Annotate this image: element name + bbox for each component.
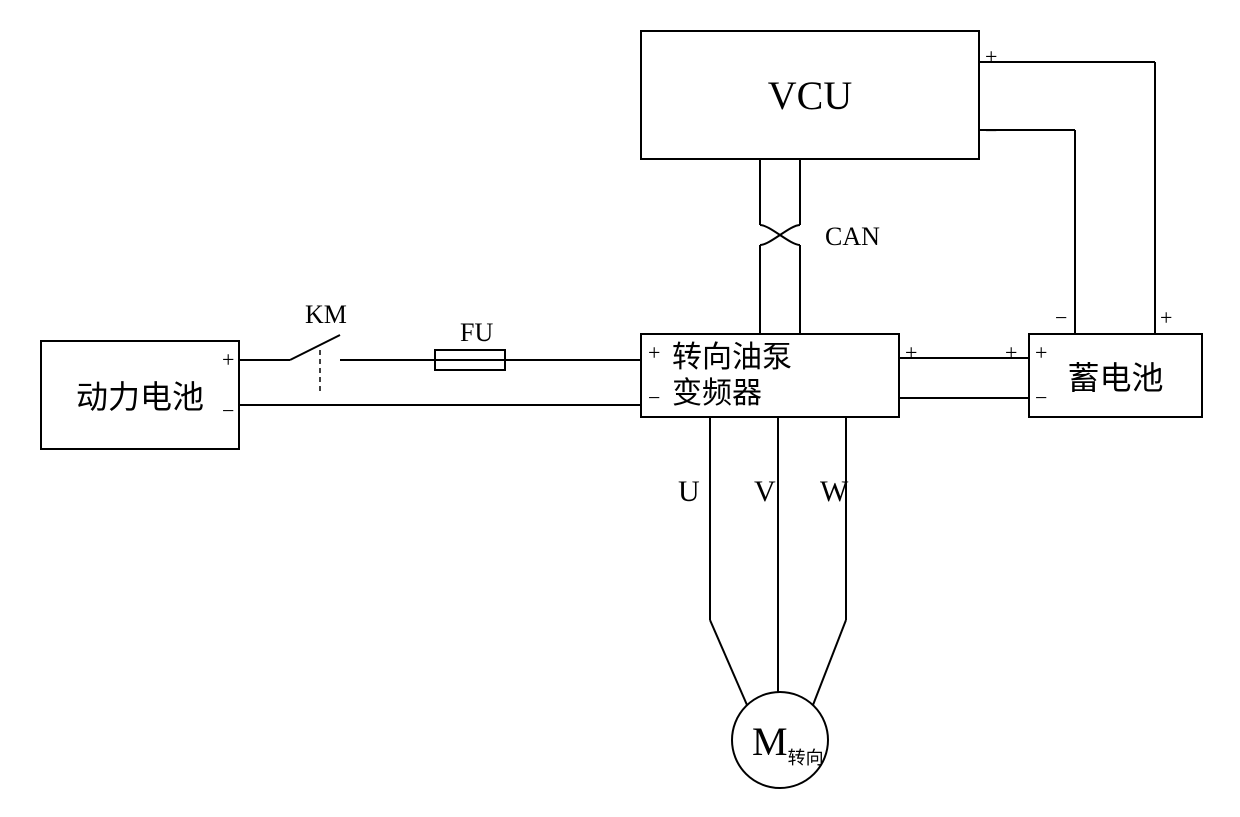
inverter-line1: 转向油泵 bbox=[672, 340, 792, 376]
inv-right-minus: − bbox=[905, 385, 917, 411]
motor-main-label: M bbox=[752, 719, 788, 764]
can-label: CAN bbox=[825, 222, 880, 252]
power-battery-label: 动力电池 bbox=[76, 372, 204, 418]
node-motor: M转向 bbox=[752, 718, 824, 770]
node-storage-battery: 蓄电池 bbox=[1028, 333, 1203, 418]
node-inverter: 转向油泵 变频器 bbox=[640, 333, 900, 418]
w-label: W bbox=[820, 475, 848, 509]
vcu-minus: − bbox=[985, 118, 997, 144]
sb-top-minus: − bbox=[1055, 305, 1067, 331]
inverter-line2: 变频器 bbox=[672, 376, 762, 412]
pb-minus: − bbox=[222, 398, 234, 424]
node-vcu: VCU bbox=[640, 30, 980, 160]
u-label: U bbox=[678, 475, 700, 509]
storage-battery-label: 蓄电池 bbox=[1067, 353, 1163, 399]
sb-right-minus: − bbox=[1035, 385, 1047, 411]
pb-plus: + bbox=[222, 347, 234, 373]
node-power-battery: 动力电池 bbox=[40, 340, 240, 450]
inv-left-plus: + bbox=[648, 340, 660, 366]
sb-right-plus: + bbox=[1035, 340, 1047, 366]
inv-right-plus: + bbox=[905, 340, 917, 366]
km-label: KM bbox=[305, 300, 347, 330]
v-label: V bbox=[754, 475, 776, 509]
motor-sub-label: 转向 bbox=[788, 748, 824, 768]
inv-left-minus: − bbox=[648, 385, 660, 411]
sb-top-plus: + bbox=[1160, 305, 1172, 331]
fu-label: FU bbox=[460, 318, 493, 348]
vcu-plus: + bbox=[985, 44, 997, 70]
vcu-label: VCU bbox=[768, 72, 852, 119]
sb-left-minus: − bbox=[1005, 385, 1017, 411]
sb-left-plus: + bbox=[1005, 340, 1017, 366]
